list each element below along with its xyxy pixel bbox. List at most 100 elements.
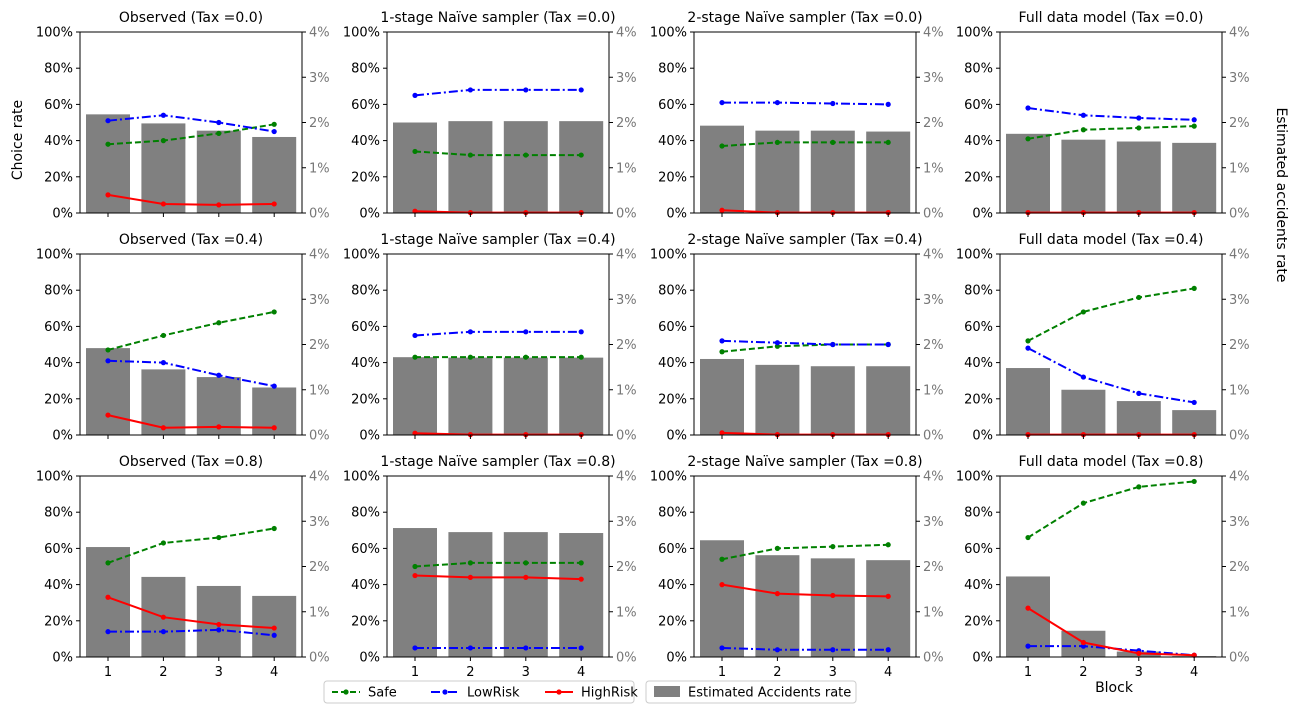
series-line-lowrisk (107, 114, 275, 133)
series-point-lowrisk (885, 647, 891, 653)
left-tick-label: 0% (666, 651, 687, 666)
left-tick-label: 0% (359, 651, 380, 666)
series-point-highrisk (523, 574, 529, 580)
x-tick-label: 2 (159, 665, 167, 680)
left-tick-label: 0% (972, 429, 993, 444)
right-tick-label: 2% (1229, 338, 1250, 353)
left-tick-label: 20% (658, 170, 687, 185)
series-point-highrisk (412, 208, 418, 214)
panel-4: 0% 20% 40% 60% 80% 100% 0% 1% 2% 3% 4% Full data mo… (956, 10, 1250, 222)
series-line-safe (721, 343, 889, 353)
series-point-highrisk (412, 572, 418, 579)
series-point-lowrisk (1025, 345, 1031, 351)
right-tick-label: 2% (923, 116, 944, 131)
legend-label-accidents: Estimated Accidents rate (688, 686, 851, 701)
series-point-safe (216, 130, 222, 136)
series-point-lowrisk (885, 101, 891, 107)
series-line-lowrisk (1027, 107, 1195, 121)
series-point-safe (774, 343, 781, 349)
left-tick-label: 100% (36, 26, 73, 41)
series-point-lowrisk (160, 629, 166, 635)
series-point-lowrisk (578, 329, 584, 335)
series-point-lowrisk (523, 645, 529, 651)
series-point-lowrisk (774, 647, 781, 653)
x-axis-label: Block (1095, 680, 1134, 696)
left-tick-label: 20% (44, 614, 73, 629)
right-axis-label: Estimated accidents rate (1273, 107, 1289, 282)
series-point-lowrisk (1080, 112, 1086, 118)
series-point-lowrisk (830, 341, 836, 348)
series-point-safe (105, 141, 111, 147)
left-tick-label: 100% (650, 26, 687, 41)
left-tick-label: 60% (964, 98, 993, 113)
left-tick-label: 20% (44, 392, 73, 407)
left-tick-label: 60% (658, 320, 687, 335)
left-tick-label: 20% (658, 614, 687, 629)
left-tick-label: 80% (351, 284, 380, 299)
accident-bar (141, 123, 186, 213)
series-point-safe (1136, 484, 1142, 490)
series-point-lowrisk (105, 118, 111, 124)
x-tick-label: 4 (884, 665, 892, 680)
legend-marker (343, 689, 349, 695)
right-tick-label: 2% (1229, 560, 1250, 575)
series-point-highrisk (216, 621, 222, 628)
left-tick-label: 20% (351, 392, 380, 407)
right-tick-label: 2% (309, 338, 330, 353)
series-point-safe (885, 139, 891, 146)
left-tick-label: 100% (956, 26, 993, 41)
series-line-highrisk (414, 432, 582, 436)
right-tick-label: 3% (309, 71, 330, 86)
series-point-safe (412, 563, 418, 570)
series-point-lowrisk (1025, 105, 1031, 111)
legend-box-lines (323, 680, 635, 704)
left-tick-label: 80% (964, 284, 993, 299)
left-tick-label: 40% (658, 578, 687, 593)
accident-bar (1061, 139, 1106, 213)
right-tick-label: 4% (923, 248, 944, 263)
series-line-highrisk (107, 414, 275, 429)
series-line-lowrisk (722, 101, 889, 106)
panel-title: 1-stage Naïve sampler (Tax =0.4) (380, 232, 615, 248)
panel-7: 0% 20% 40% 60% 80% 100% 0% 1% 2% 3% 4%2-stage Naïv… (650, 232, 944, 444)
left-tick-label: 60% (44, 320, 73, 335)
panel-title: 1-stage Naïve sampler (Tax =0.0) (380, 10, 615, 26)
right-tick-label: 4% (1229, 470, 1250, 485)
accident-bar (866, 366, 911, 435)
series-line-highrisk (414, 210, 582, 214)
series-point-highrisk (774, 591, 781, 597)
series-line-highrisk (1027, 607, 1195, 657)
left-tick-label: 80% (658, 62, 687, 77)
right-tick-label: 1% (923, 383, 944, 398)
series-point-safe (719, 143, 725, 149)
series-point-safe (412, 148, 418, 155)
left-tick-label: 40% (964, 134, 993, 149)
legend-label-highrisk: HighRisk (581, 686, 638, 701)
left-tick-label: 40% (964, 356, 993, 371)
right-tick-label: 0% (923, 429, 944, 444)
series-point-safe (271, 309, 277, 315)
series-point-safe (578, 560, 584, 566)
right-tick-label: 1% (1229, 161, 1250, 176)
x-tick-label: 3 (215, 665, 223, 680)
right-tick-label: 4% (309, 470, 330, 485)
left-tick-label: 60% (351, 542, 380, 557)
right-tick-label: 2% (309, 560, 330, 575)
series-point-safe (578, 354, 584, 360)
accident-bar (448, 357, 493, 435)
panel-11: 0% 20% 40% 60% 80% 100% 0% 1% 2% 3% 4% 1 2 3 4 2-stage … (650, 454, 944, 680)
panel-10: 0% 20% 40% 60% 80% 100% 0% 1% 2% 3% 4% 1 2 3 4 1-stage … (343, 454, 637, 680)
right-tick-label: 0% (923, 207, 944, 222)
series-point-highrisk (719, 207, 725, 213)
series-line-safe (721, 543, 889, 561)
series-point-lowrisk (1191, 399, 1197, 406)
series-point-safe (719, 556, 725, 562)
series-point-lowrisk (719, 99, 725, 106)
left-tick-label: 40% (44, 356, 73, 371)
legend-label-lowrisk: LowRisk (467, 686, 520, 701)
series-point-safe (1136, 294, 1142, 301)
accident-bar (393, 357, 437, 435)
series-line-highrisk (107, 193, 275, 206)
series-point-safe (1080, 127, 1086, 133)
left-tick-label: 0% (52, 429, 73, 444)
